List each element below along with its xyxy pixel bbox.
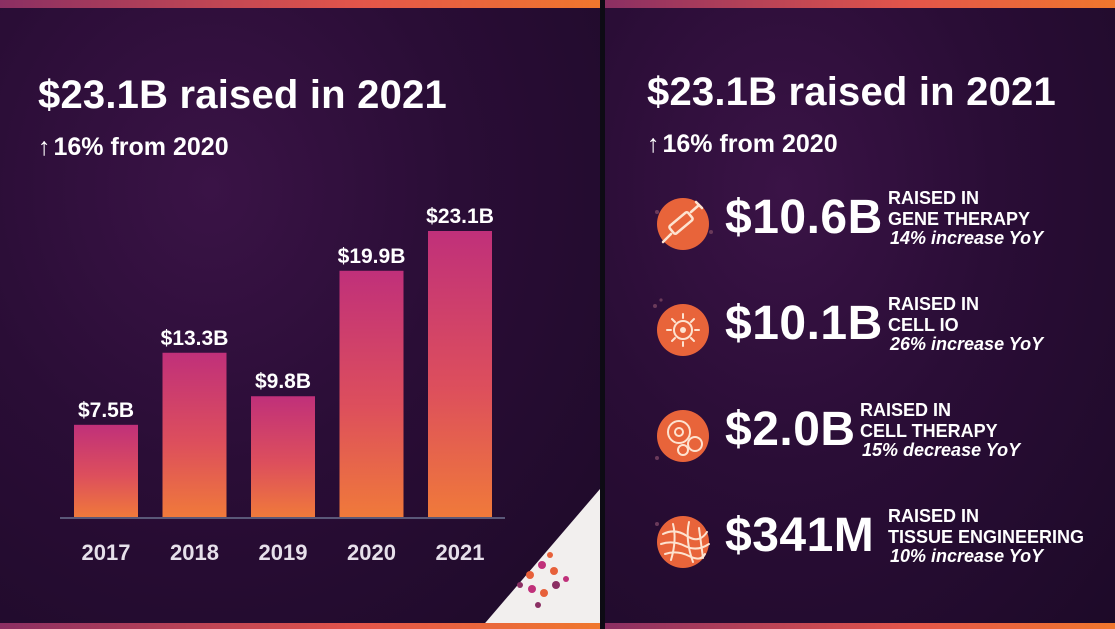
- right-panel: $23.1B raised in 2021 ↑ 16% from 2020 $10…: [605, 0, 1115, 629]
- metric-amount: $10.1B: [725, 297, 883, 350]
- syringe-icon: [655, 198, 713, 250]
- metric-label: RAISED IN TISSUE ENGINEERING: [888, 506, 1084, 548]
- metric-label-line2: CELL IO: [888, 315, 959, 335]
- metric-tissue-engineering: $341M RAISED IN TISSUE ENGINEERING 10% in…: [653, 506, 1113, 596]
- data-label-2021: $23.1B: [426, 205, 494, 228]
- metric-label-line1: RAISED IN: [888, 294, 980, 314]
- bar-2017: [74, 424, 138, 518]
- data-label-2020: $19.9B: [338, 245, 406, 268]
- metric-change: 26% increase YoY: [890, 334, 1044, 354]
- x-tick-2021: 2021: [436, 540, 485, 565]
- logo-corner: [480, 489, 600, 629]
- growth-text: 16% from 2020: [662, 130, 838, 158]
- metric-label-line1: RAISED IN: [860, 400, 952, 420]
- growth-text: 16% from 2020: [53, 133, 229, 161]
- data-label-2018: $13.3B: [161, 327, 229, 350]
- bottom-accent-bar: [0, 623, 600, 629]
- top-accent-bar: [605, 0, 1115, 8]
- metric-amount: $341M: [725, 509, 875, 562]
- metric-cell-therapy: $2.0B RAISED IN CELL THERAPY 15% decrease…: [653, 400, 1113, 490]
- up-arrow-icon: ↑: [38, 133, 51, 161]
- bar-chart: $7.5B 2017 $13.3B 2018 $9.8B 2019 $19.9B 2020 $2…: [60, 205, 505, 565]
- metric-change: 10% increase YoY: [890, 546, 1044, 566]
- x-tick-2018: 2018: [170, 540, 219, 565]
- bar-2021: [428, 231, 492, 518]
- x-tick-2020: 2020: [347, 540, 396, 565]
- cell-burst-icon: [653, 298, 709, 356]
- panel-title: $23.1B raised in 2021: [647, 70, 1056, 114]
- chart-title: $23.1B raised in 2021: [38, 73, 447, 117]
- metric-cell-io: $10.1B RAISED IN CELL IO 26% increase YoY: [653, 294, 1113, 384]
- metric-label-line2: GENE THERAPY: [888, 209, 1031, 229]
- up-arrow-icon: ↑: [647, 130, 660, 158]
- metric-amount: $10.6B: [725, 191, 883, 244]
- bar-2019: [251, 396, 315, 518]
- top-accent-bar: [0, 0, 600, 8]
- panel-subtitle: ↑ 16% from 2020: [647, 130, 838, 159]
- left-panel: $23.1B raised in 2021 ↑ 16% from 2020 $7.…: [0, 0, 600, 629]
- tissue-fibers-icon: [655, 516, 710, 568]
- x-tick-2017: 2017: [82, 540, 131, 565]
- cells-icon: [655, 410, 709, 462]
- x-tick-2019: 2019: [259, 540, 308, 565]
- metric-label: RAISED IN GENE THERAPY: [888, 188, 1030, 230]
- bottom-accent-bar: [605, 623, 1115, 629]
- metric-label-line1: RAISED IN: [888, 506, 980, 526]
- metric-label-line1: RAISED IN: [888, 188, 980, 208]
- metric-gene-therapy: $10.6B RAISED IN GENE THERAPY 14% increas…: [653, 188, 1113, 278]
- metric-label-line2: TISSUE ENGINEERING: [888, 527, 1085, 547]
- metric-amount: $2.0B: [725, 403, 856, 456]
- bar-2020: [339, 270, 404, 518]
- data-label-2019: $9.8B: [255, 370, 311, 393]
- molecule-logo-icon: [517, 552, 569, 608]
- metric-label: RAISED IN CELL THERAPY: [860, 400, 998, 442]
- chart-subtitle: ↑ 16% from 2020: [38, 133, 229, 162]
- metric-change: 15% decrease YoY: [862, 440, 1021, 460]
- metric-change: 14% increase YoY: [890, 228, 1044, 248]
- metric-label-line2: CELL THERAPY: [860, 421, 998, 441]
- metric-label: RAISED IN CELL IO: [888, 294, 979, 336]
- bar-2018: [162, 352, 227, 518]
- data-label-2017: $7.5B: [78, 399, 134, 422]
